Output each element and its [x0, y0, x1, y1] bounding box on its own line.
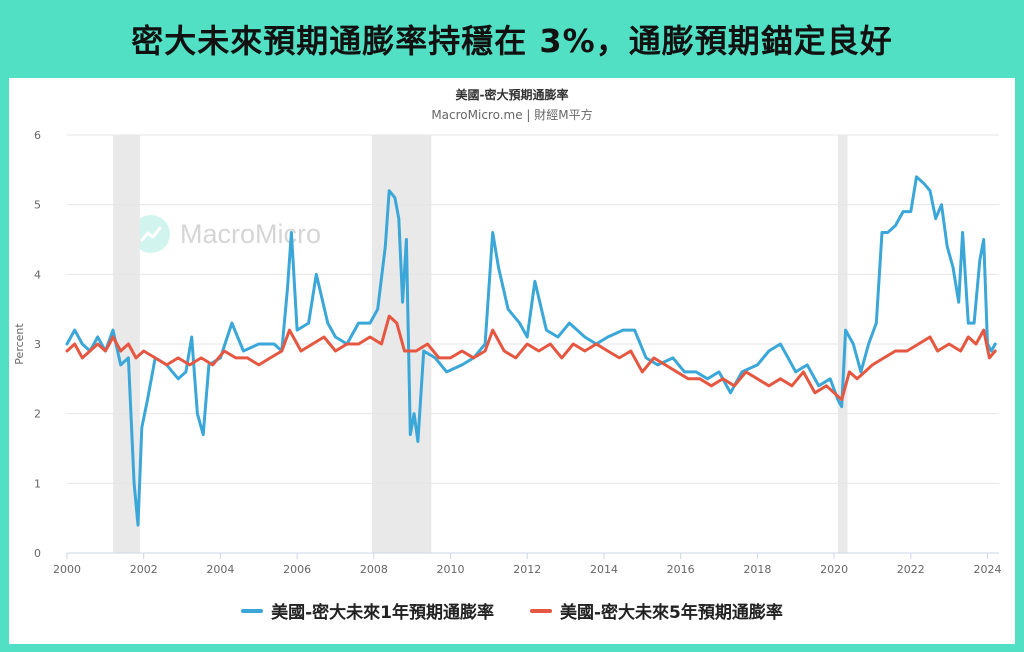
y-tick-label-5: 5: [34, 199, 41, 212]
chart-subtitle: MacroMicro.me | 財經M平方: [431, 108, 593, 122]
headline: 密大未來預期通膨率持穩在 3%，通膨預期錨定良好: [131, 22, 893, 60]
series-line-5y: [65, 314, 997, 402]
x-tick-label-2010: 2010: [437, 563, 465, 576]
legend-label-5y: 美國-密大未來5年預期通膨率: [560, 603, 783, 623]
line-chart: 0 1 2 3 4 5 6 2000 2002 2004 2006 2008 2010 2012 2014 2…: [13, 129, 1001, 576]
y-tick-label-6: 6: [34, 129, 41, 142]
legend-item-5y[interactable]: 美國-密大未來5年預期通膨率: [530, 598, 783, 623]
y-tick-label-2: 2: [34, 408, 41, 421]
chart-title: 美國-密大預期通膨率: [455, 88, 569, 102]
watermark-text: MacroMicro: [180, 218, 322, 249]
y-tick-label-0: 0: [34, 547, 41, 560]
x-tick-label-2018: 2018: [743, 563, 771, 576]
x-tick-label-2004: 2004: [206, 563, 234, 576]
x-tick-label-2008: 2008: [360, 563, 388, 576]
y-tick-label-3: 3: [34, 338, 41, 351]
x-tick-label-2014: 2014: [590, 563, 618, 576]
x-tick-label-2020: 2020: [820, 563, 848, 576]
legend-label-1y: 美國-密大未來1年預期通膨率: [271, 603, 494, 623]
x-tick-label-2000: 2000: [53, 563, 81, 576]
legend: 美國-密大未來1年預期通膨率 美國-密大未來5年預期通膨率: [9, 598, 1015, 623]
x-tick-label-2016: 2016: [667, 563, 695, 576]
y-tick-label-4: 4: [34, 268, 41, 281]
legend-swatch-5y: [530, 608, 552, 613]
x-tick-label-2006: 2006: [283, 563, 311, 576]
y-tick-label-1: 1: [34, 477, 41, 490]
watermark: MacroMicro: [132, 209, 362, 259]
x-tick-label-2022: 2022: [897, 563, 925, 576]
y-axis-label: Percent: [13, 323, 26, 365]
chart-panel: 美國-密大預期通膨率 MacroMicro.me | 財經M平方 MacroMi…: [9, 78, 1015, 644]
x-tick-label-2012: 2012: [513, 563, 541, 576]
legend-item-1y[interactable]: 美國-密大未來1年預期通膨率: [241, 598, 494, 623]
series-line-1y: [65, 175, 997, 527]
x-tick-label-2002: 2002: [130, 563, 158, 576]
x-tick-label-2024: 2024: [973, 563, 1001, 576]
legend-swatch-1y: [241, 608, 264, 613]
